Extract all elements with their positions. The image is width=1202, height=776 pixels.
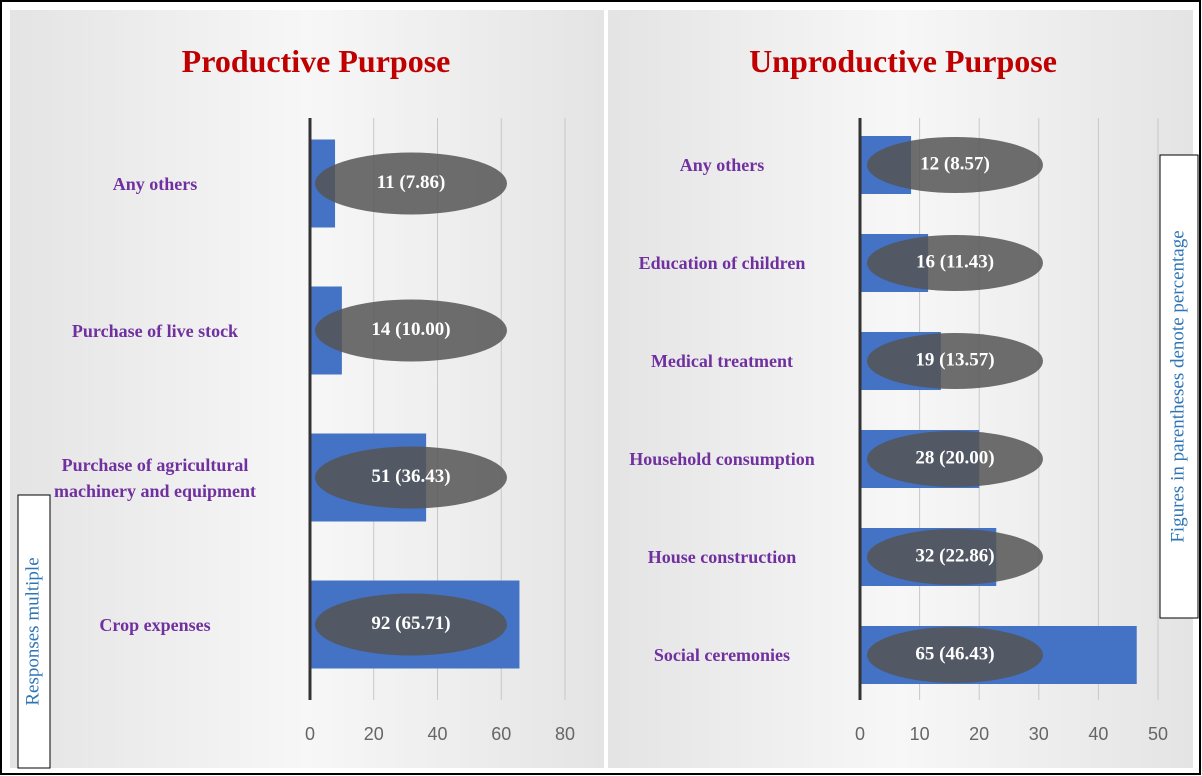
category-label: Purchase of live stock bbox=[71, 320, 239, 341]
x-tick-label: 60 bbox=[491, 724, 511, 744]
data-label: 16 (11.43) bbox=[916, 251, 994, 272]
label-bubble bbox=[867, 627, 1043, 683]
data-label: 51 (36.43) bbox=[371, 466, 450, 487]
label-bubble bbox=[867, 431, 1043, 487]
category-label: Education of children bbox=[638, 253, 806, 273]
x-tick-label: 50 bbox=[1148, 724, 1168, 744]
data-label: 12 (8.57) bbox=[920, 153, 990, 174]
annotation-box bbox=[1159, 154, 1199, 619]
data-label: 14 (10.00) bbox=[371, 319, 450, 340]
data-label: 28 (20.00) bbox=[915, 447, 994, 468]
x-tick-label: 20 bbox=[969, 724, 989, 744]
label-bubble bbox=[315, 593, 507, 656]
annotation: Responses multiple bbox=[22, 557, 43, 705]
category-label: Social ceremonies bbox=[653, 645, 791, 665]
label-bubble bbox=[315, 299, 507, 362]
category-label: Any others bbox=[112, 173, 198, 194]
label-bubble bbox=[867, 137, 1043, 193]
x-tick-label: 80 bbox=[555, 724, 575, 744]
data-label: 92 (65.71) bbox=[371, 613, 450, 634]
data-label: 65 (46.43) bbox=[915, 643, 994, 664]
category-label: Medical treatment bbox=[650, 351, 794, 371]
x-tick-label: 0 bbox=[305, 724, 315, 744]
data-label: 11 (7.86) bbox=[377, 172, 446, 193]
x-tick-label: 30 bbox=[1029, 724, 1049, 744]
label-bubble bbox=[315, 152, 507, 215]
annotation: Figures in parentheses denote percentage bbox=[1167, 230, 1188, 542]
chart-title: Productive Purpose bbox=[182, 43, 451, 79]
data-label: 32 (22.86) bbox=[915, 545, 994, 566]
category-label: Household consumption bbox=[629, 449, 815, 469]
label-bubble bbox=[867, 333, 1043, 389]
category-label: House construction bbox=[647, 547, 797, 567]
label-bubble bbox=[315, 446, 507, 509]
category-label: Purchase of agricultural machinery and e… bbox=[53, 454, 257, 501]
category-label: Any others bbox=[679, 155, 765, 175]
x-tick-label: 0 bbox=[855, 724, 865, 744]
label-bubble bbox=[867, 529, 1043, 585]
x-tick-label: 10 bbox=[910, 724, 930, 744]
x-tick-label: 40 bbox=[1088, 724, 1108, 744]
annotation-box bbox=[17, 494, 51, 769]
x-tick-label: 40 bbox=[427, 724, 447, 744]
category-label: Crop expenses bbox=[99, 614, 211, 635]
data-label: 19 (13.57) bbox=[915, 349, 994, 370]
chart-title: Unproductive Purpose bbox=[749, 43, 1057, 79]
label-bubble bbox=[867, 235, 1043, 291]
x-tick-label: 20 bbox=[364, 724, 384, 744]
